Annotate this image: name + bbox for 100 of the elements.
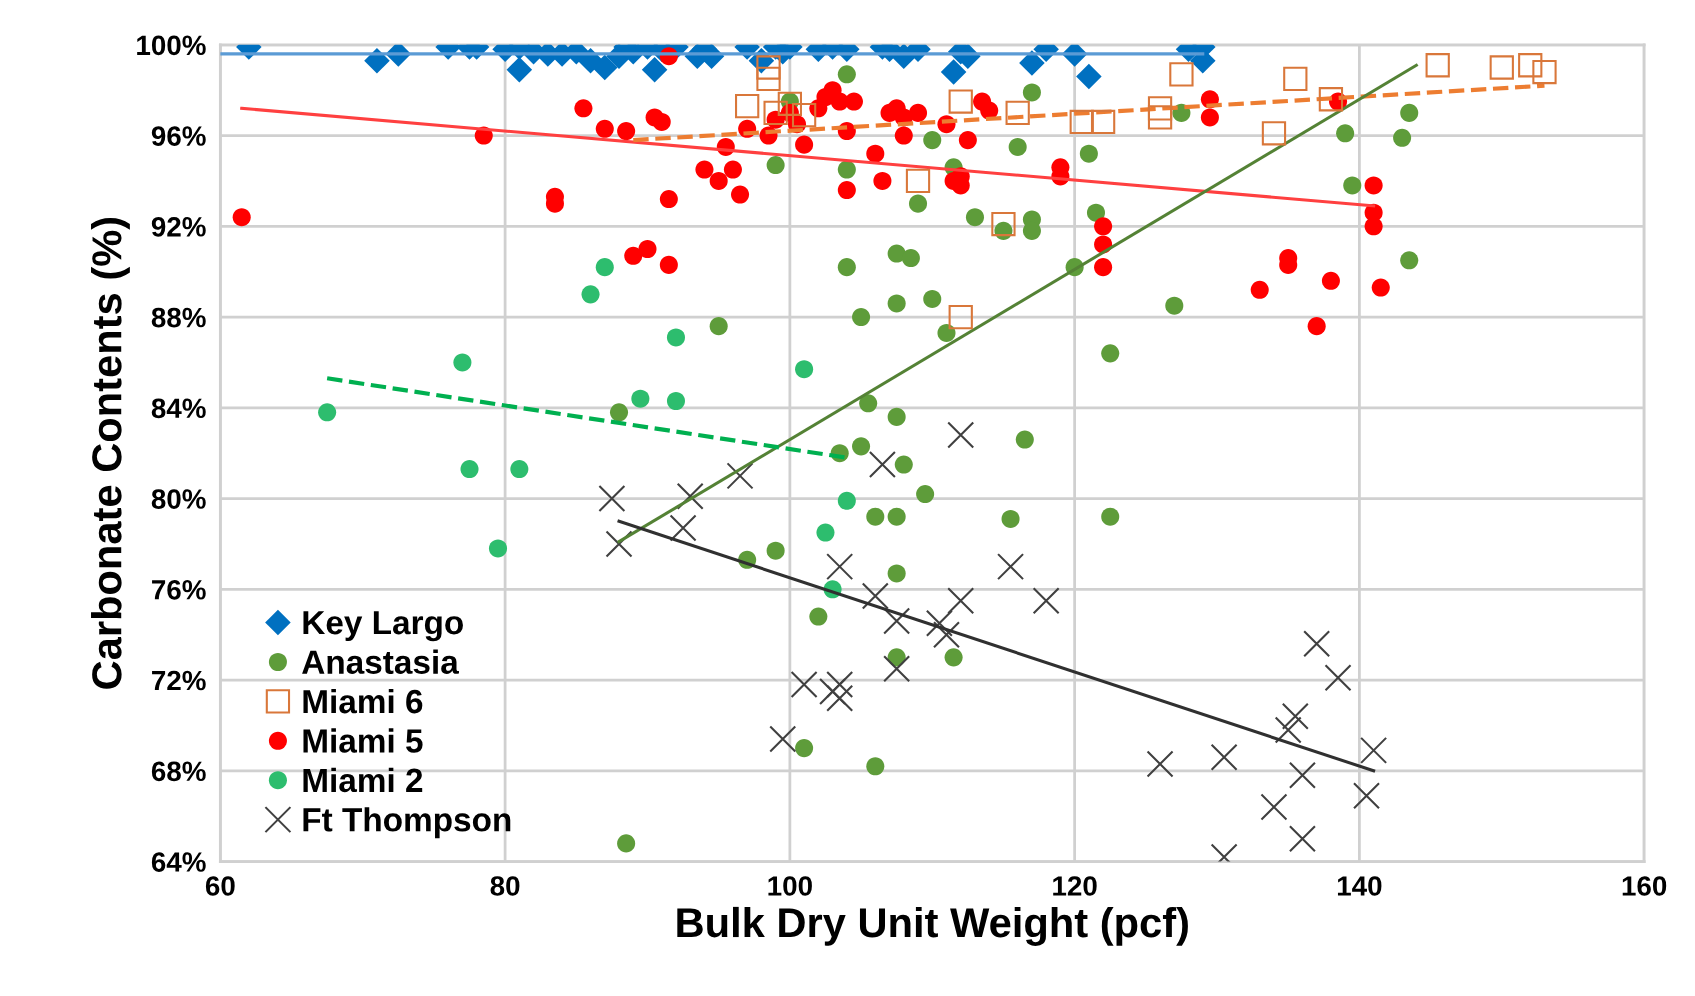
legend-label: Miami 2 bbox=[303, 767, 423, 793]
point bbox=[887, 507, 906, 526]
point bbox=[948, 89, 973, 114]
point bbox=[598, 485, 626, 513]
point bbox=[1022, 83, 1041, 102]
point bbox=[1001, 509, 1020, 528]
point bbox=[894, 455, 913, 474]
y-tick-label: 92% bbox=[151, 216, 206, 237]
point bbox=[726, 462, 754, 490]
x-axis-title: Bulk Dry Unit Weight (pcf) bbox=[677, 906, 1188, 946]
x-tick-label: 120 bbox=[1053, 876, 1097, 896]
point bbox=[453, 353, 472, 372]
point bbox=[1352, 782, 1381, 810]
legend-label: Anastasia bbox=[302, 649, 459, 674]
y-tick-label: 72% bbox=[152, 670, 206, 691]
point bbox=[488, 539, 508, 558]
point bbox=[991, 211, 1016, 237]
point bbox=[1425, 53, 1450, 78]
point bbox=[1147, 96, 1173, 121]
point bbox=[916, 484, 935, 504]
x-tick-label: 60 bbox=[205, 876, 235, 896]
point bbox=[1079, 144, 1098, 163]
y-tick-label: 100% bbox=[137, 35, 206, 56]
point bbox=[617, 834, 636, 853]
point bbox=[859, 394, 878, 413]
legend-label: Key Largo bbox=[303, 611, 463, 642]
point bbox=[866, 757, 885, 776]
point bbox=[1015, 430, 1034, 449]
point bbox=[1343, 176, 1362, 195]
point bbox=[1147, 105, 1173, 130]
point bbox=[819, 677, 847, 705]
point bbox=[609, 403, 629, 422]
point bbox=[791, 103, 817, 128]
y-axis-title: Carbonate Contents (%) bbox=[91, 217, 130, 689]
point bbox=[1400, 103, 1419, 122]
point bbox=[944, 648, 963, 667]
point bbox=[1360, 736, 1388, 764]
point bbox=[1032, 587, 1060, 615]
point bbox=[1069, 109, 1094, 135]
point bbox=[595, 258, 614, 277]
point bbox=[1303, 630, 1331, 658]
point bbox=[510, 460, 529, 479]
x-tick-label: 80 bbox=[490, 876, 520, 896]
y-tick-label: 96% bbox=[151, 126, 206, 146]
point bbox=[923, 289, 942, 308]
point bbox=[318, 403, 337, 422]
point bbox=[861, 582, 889, 610]
point bbox=[666, 328, 685, 347]
point bbox=[1146, 750, 1174, 778]
point bbox=[777, 91, 803, 116]
legend-label: Ft Thompson bbox=[303, 807, 511, 839]
y-tick-label: 76% bbox=[152, 579, 206, 600]
point bbox=[901, 249, 920, 268]
point bbox=[506, 57, 533, 83]
point bbox=[641, 57, 668, 83]
point bbox=[1210, 743, 1238, 771]
point bbox=[887, 564, 906, 583]
point bbox=[666, 391, 685, 411]
point bbox=[756, 66, 781, 91]
point bbox=[925, 609, 953, 637]
point bbox=[766, 156, 785, 175]
point bbox=[1101, 344, 1120, 363]
point bbox=[908, 194, 928, 213]
point bbox=[1101, 507, 1120, 526]
point bbox=[965, 208, 984, 227]
point bbox=[837, 258, 856, 277]
y-tick-label: 64% bbox=[151, 852, 206, 872]
point bbox=[1169, 62, 1194, 87]
point bbox=[852, 308, 871, 327]
x-tick-label: 100 bbox=[768, 876, 812, 896]
point bbox=[676, 482, 704, 510]
point bbox=[947, 587, 975, 615]
point bbox=[1019, 50, 1045, 76]
point bbox=[809, 607, 828, 626]
point bbox=[837, 160, 856, 179]
point bbox=[581, 285, 600, 304]
point bbox=[756, 55, 781, 80]
point bbox=[1086, 203, 1106, 222]
point bbox=[1260, 793, 1288, 821]
point bbox=[1324, 664, 1352, 692]
point bbox=[837, 65, 856, 84]
point bbox=[1336, 124, 1355, 143]
point bbox=[790, 671, 818, 699]
point bbox=[735, 93, 760, 119]
point bbox=[1090, 109, 1116, 135]
point bbox=[1165, 296, 1184, 315]
point bbox=[795, 739, 814, 758]
point bbox=[709, 317, 728, 336]
point bbox=[826, 671, 854, 699]
point bbox=[769, 725, 797, 753]
point bbox=[631, 389, 650, 408]
point bbox=[1489, 55, 1514, 80]
point bbox=[852, 437, 871, 456]
x-tick-label: 140 bbox=[1337, 876, 1382, 896]
point bbox=[923, 131, 942, 150]
point bbox=[887, 407, 906, 426]
point bbox=[1261, 121, 1287, 146]
point bbox=[1532, 59, 1557, 85]
point bbox=[837, 491, 856, 510]
legend-label: Miami 5 bbox=[303, 728, 423, 753]
